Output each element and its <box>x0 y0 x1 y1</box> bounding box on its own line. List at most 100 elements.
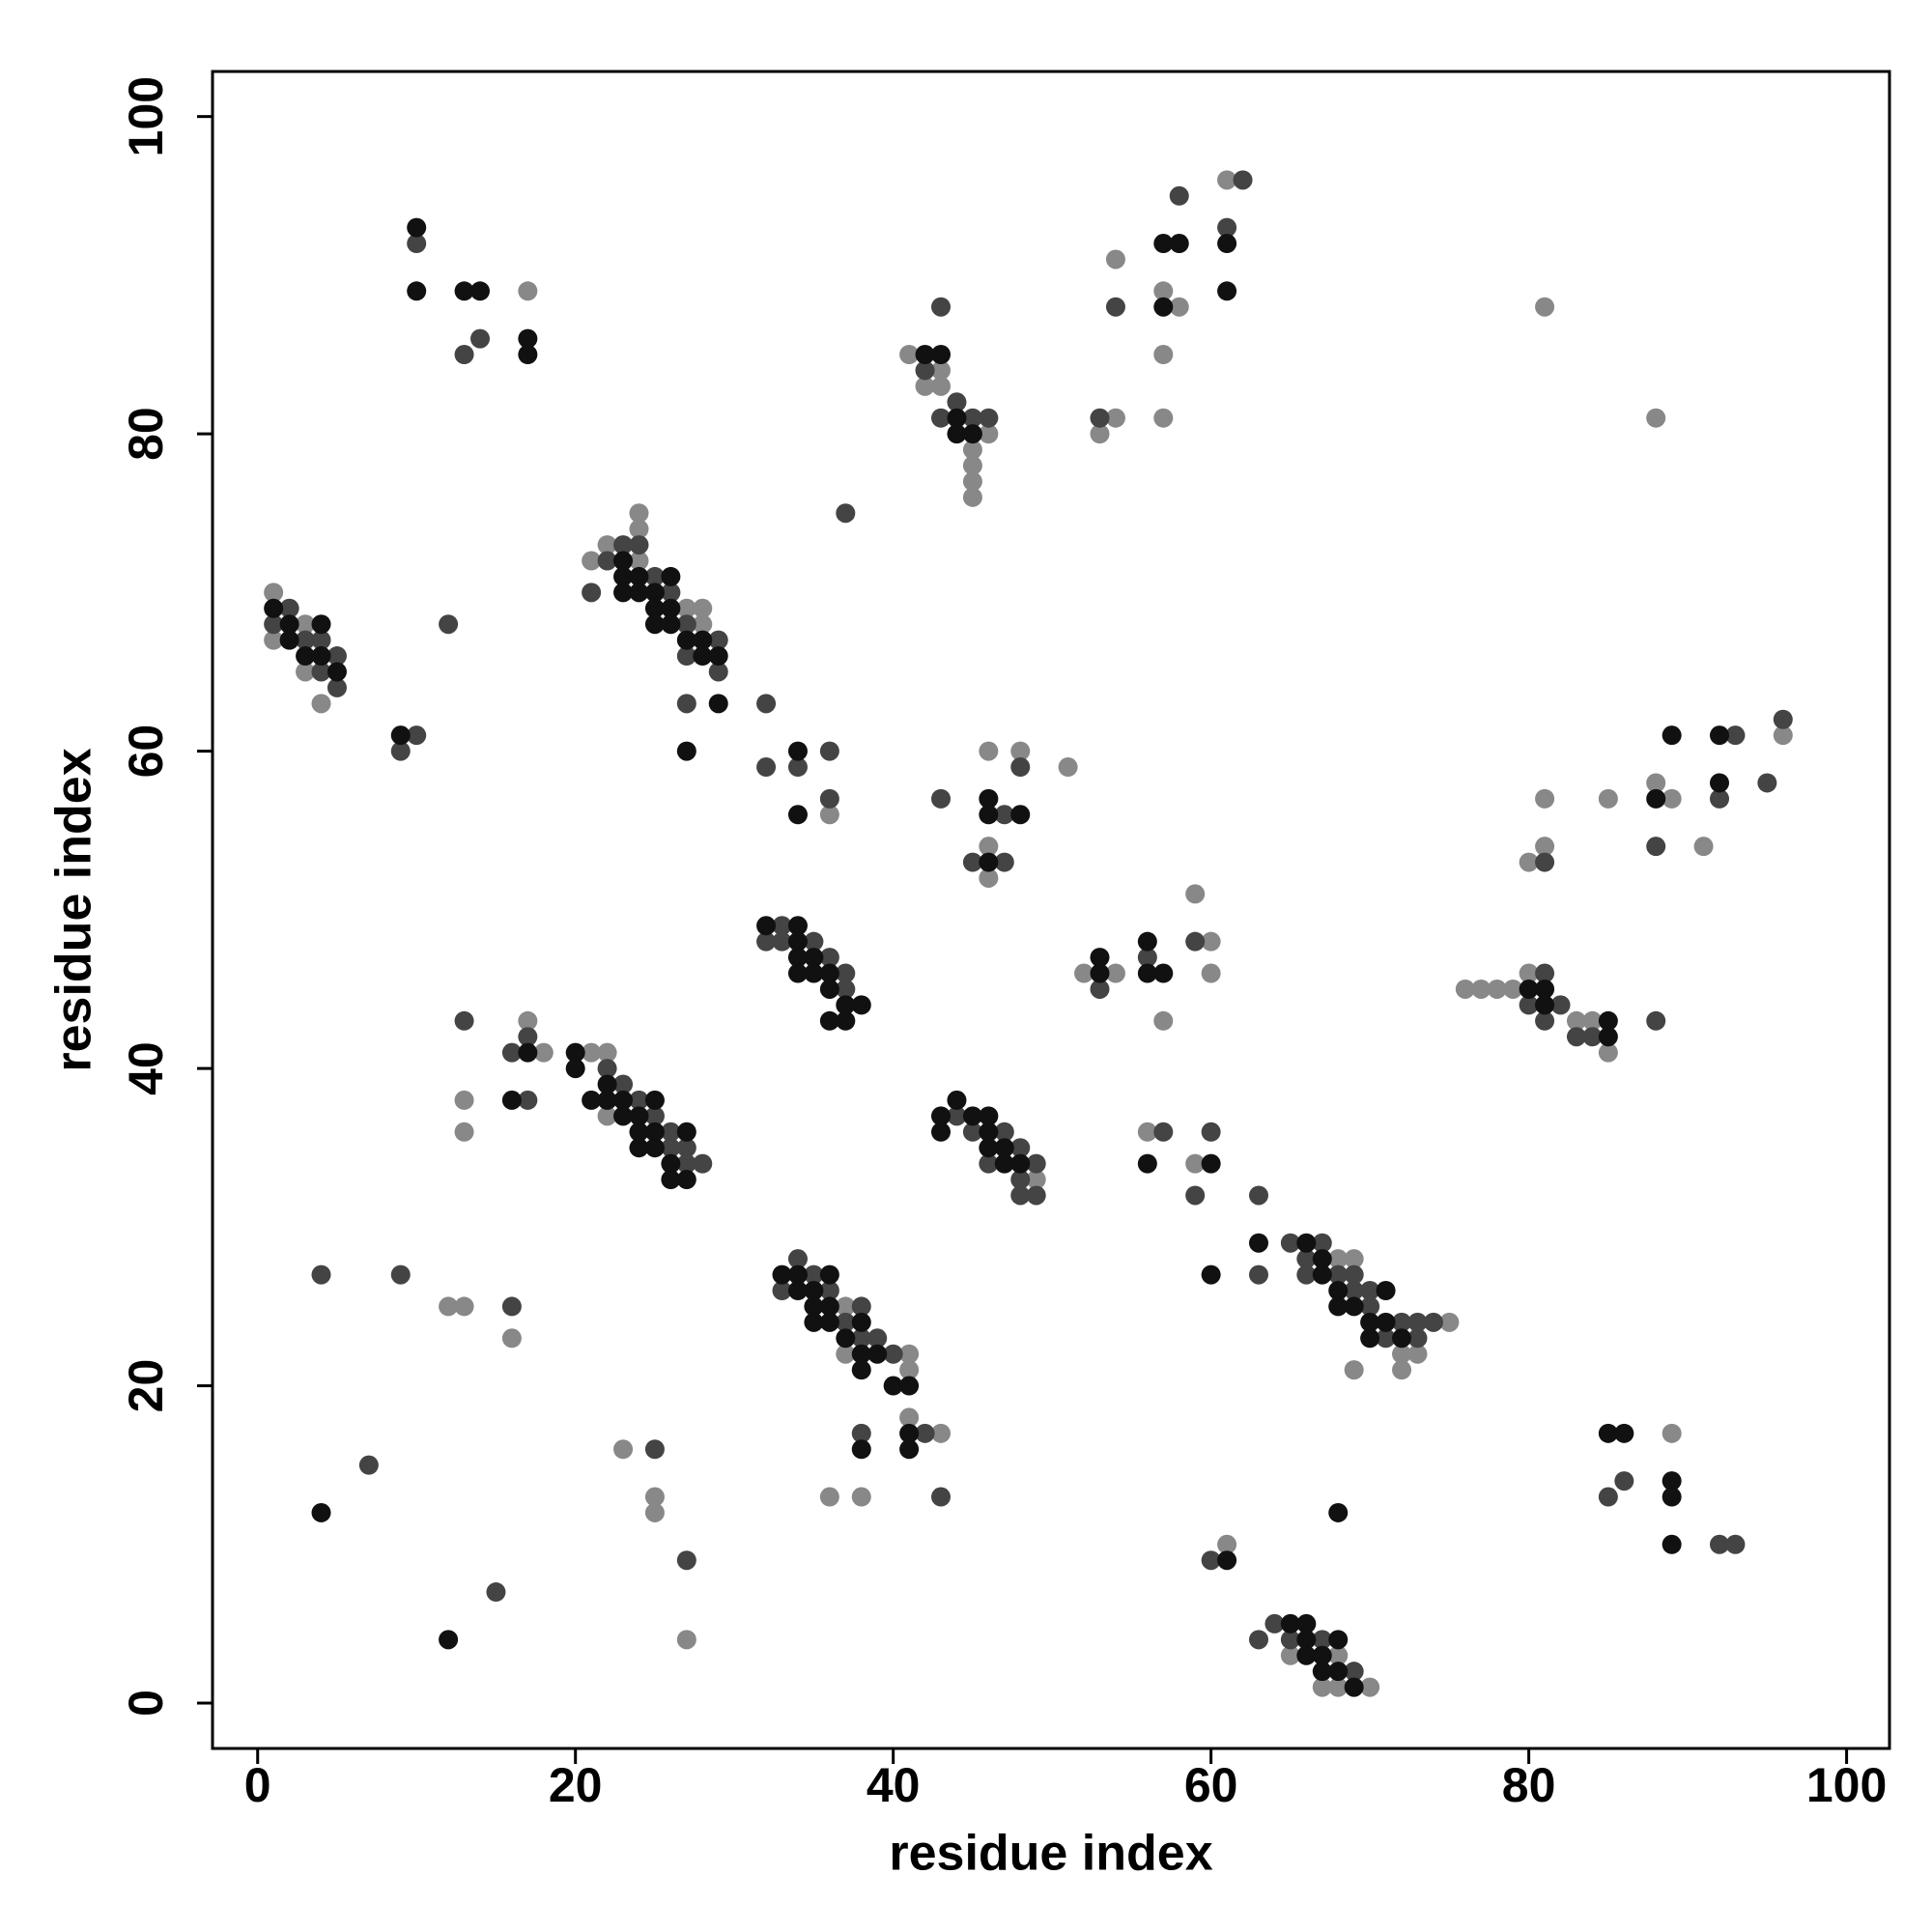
point <box>454 1122 474 1142</box>
point <box>407 281 427 301</box>
point <box>851 1344 871 1364</box>
point <box>1153 297 1174 317</box>
point <box>518 1090 538 1110</box>
point <box>644 1090 665 1110</box>
point <box>851 1439 871 1460</box>
point <box>311 662 331 682</box>
point <box>1360 1296 1380 1317</box>
point <box>1344 1264 1364 1285</box>
point <box>582 1042 602 1063</box>
point <box>994 852 1014 872</box>
point <box>1328 1281 1349 1301</box>
point <box>264 630 284 650</box>
point <box>676 1153 696 1174</box>
point <box>1582 1027 1603 1047</box>
point <box>1535 297 1555 317</box>
point <box>1519 995 1539 1015</box>
point <box>1185 1153 1206 1174</box>
x-tick-label: 60 <box>1184 1758 1238 1812</box>
point <box>979 1153 999 1174</box>
point <box>629 503 649 524</box>
point <box>1137 963 1157 983</box>
point <box>629 519 649 539</box>
point <box>1535 963 1555 983</box>
point <box>1535 1010 1555 1031</box>
point <box>994 805 1014 825</box>
point <box>1280 1613 1300 1634</box>
point <box>931 360 952 381</box>
point <box>661 598 681 618</box>
point <box>819 1281 839 1301</box>
point <box>1662 725 1682 746</box>
point <box>1487 979 1507 999</box>
point <box>819 1296 839 1317</box>
point <box>836 503 856 524</box>
point <box>676 1630 696 1650</box>
point <box>1153 963 1174 983</box>
point <box>1344 1360 1364 1380</box>
point <box>264 582 284 603</box>
point <box>1010 1170 1031 1190</box>
point <box>836 1328 856 1349</box>
point <box>836 1010 856 1031</box>
point <box>1153 281 1174 301</box>
point <box>693 614 713 635</box>
point <box>454 345 474 365</box>
point <box>1598 1423 1618 1443</box>
point <box>931 1487 952 1507</box>
point <box>851 1487 871 1507</box>
point <box>756 916 777 936</box>
point <box>676 646 696 667</box>
point <box>787 757 808 778</box>
point <box>439 614 459 635</box>
point <box>469 328 490 349</box>
point <box>787 741 808 761</box>
point <box>1328 1645 1349 1665</box>
point <box>1090 408 1110 428</box>
point <box>804 948 824 968</box>
point <box>1105 297 1125 317</box>
point <box>979 424 999 444</box>
point <box>1153 1010 1174 1031</box>
point <box>629 582 649 603</box>
y-tick-label: 20 <box>119 1359 173 1413</box>
point <box>644 1106 665 1126</box>
point <box>518 1027 538 1047</box>
y-axis-title: residue index <box>46 748 102 1071</box>
point <box>851 1328 871 1349</box>
point <box>613 535 634 555</box>
x-tick-label: 80 <box>1502 1758 1556 1812</box>
point <box>1026 1153 1046 1174</box>
point <box>565 1059 585 1079</box>
point <box>629 1138 649 1158</box>
point <box>1090 963 1110 983</box>
point <box>947 408 967 428</box>
point <box>787 931 808 952</box>
point <box>819 1487 839 1507</box>
point <box>1248 1185 1268 1206</box>
point <box>1217 234 1237 254</box>
point <box>644 1122 665 1142</box>
point <box>819 805 839 825</box>
point <box>501 1042 522 1063</box>
point <box>1074 963 1094 983</box>
point <box>565 1042 585 1063</box>
point <box>613 551 634 571</box>
point <box>1137 1153 1157 1174</box>
point <box>994 1153 1014 1174</box>
point <box>1137 931 1157 952</box>
point <box>1471 979 1492 999</box>
point <box>676 1122 696 1142</box>
point <box>1344 1296 1364 1317</box>
point <box>962 424 982 444</box>
point <box>1598 1010 1618 1031</box>
point <box>644 566 665 586</box>
point <box>836 1296 856 1317</box>
point <box>962 455 982 475</box>
point <box>851 1312 871 1332</box>
plot-frame <box>211 70 1891 1750</box>
point <box>296 614 316 635</box>
point <box>1201 1264 1221 1285</box>
point <box>804 1281 824 1301</box>
point <box>1153 1122 1174 1142</box>
